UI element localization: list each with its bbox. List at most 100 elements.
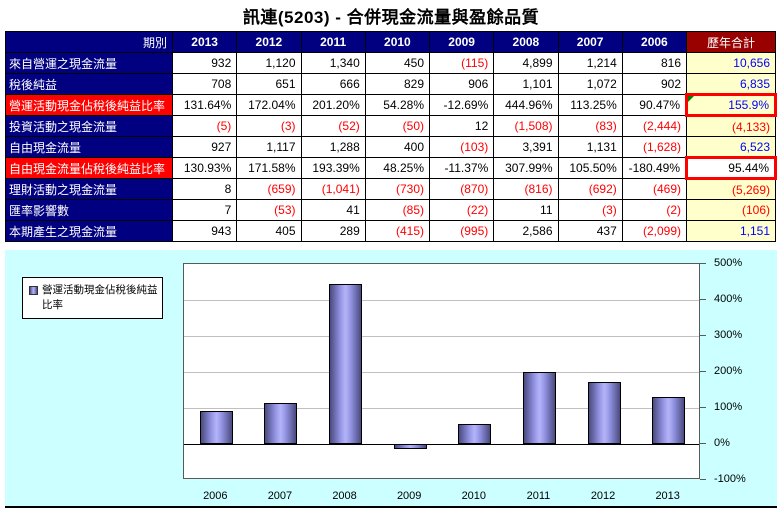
y-axis-label: 0% <box>714 437 730 449</box>
row-label: 本期產生之現金流量 <box>5 220 173 242</box>
table-cell: 48.25% <box>364 157 431 179</box>
x-axis-label: 2012 <box>590 490 616 502</box>
y-axis-label: 100% <box>714 401 743 413</box>
x-axis-label: 2010 <box>461 490 487 502</box>
table-cell: 4,899 <box>493 52 559 74</box>
table-cell: 105.50% <box>557 157 623 179</box>
y-axis-tick <box>700 443 706 444</box>
table-cell: (995) <box>428 220 495 242</box>
table-cell: 201.20% <box>300 94 366 116</box>
year-header-2008: 2008 <box>493 31 559 53</box>
bar-2010 <box>458 424 492 444</box>
table-cell: 405 <box>236 220 302 242</box>
table-cell: (1,628) <box>621 136 688 158</box>
row-label: 投資活動之現金流量 <box>5 115 173 137</box>
gridline <box>184 300 699 301</box>
table-row: 本期產生之現金流量 943 405 289 (415) (995) 2,586 437 (2,0… <box>5 220 776 242</box>
table-cell: 1,131 <box>557 136 623 158</box>
year-header-2010: 2010 <box>364 31 431 53</box>
table-cell: 130.93% <box>171 157 238 179</box>
y-axis-label: 300% <box>714 329 743 341</box>
table-cell: 289 <box>300 220 366 242</box>
x-axis-label: 2011 <box>526 490 551 502</box>
page-title: 訊連(5203) - 合併現金流量與盈餘品質 <box>242 8 540 27</box>
row-label: 自由現金流量 <box>5 136 173 158</box>
chart-legend: 營運活動現金佔稅後純益比率 <box>22 277 163 319</box>
cash-flow-table: 期別 2013 2012 2011 2010 2009 2008 2007 2006 歷年合計 來… <box>5 31 777 242</box>
y-axis-tick <box>700 479 706 480</box>
total-cell: (106) <box>686 199 776 221</box>
table-cell: 171.58% <box>236 157 302 179</box>
table-cell: 307.99% <box>493 157 559 179</box>
bar-2013 <box>652 396 686 444</box>
table-cell: (53) <box>236 199 302 221</box>
table-cell: 400 <box>364 136 431 158</box>
zero-line <box>184 444 699 445</box>
table-cell: (3) <box>557 199 623 221</box>
table-cell: 1,214 <box>557 52 623 74</box>
chart-area: 營運活動現金佔稅後純益比率 500% 400% 300% 200% 100% 0% -100… <box>5 250 777 508</box>
table-cell: (3) <box>236 115 302 137</box>
table-cell: 1,117 <box>236 136 302 158</box>
table-row: 自由現金流量 927 1,117 1,288 400 (103) 3,391 1,131 (1,… <box>5 136 776 158</box>
total-cell: 1,151 <box>686 220 776 242</box>
table-cell: (2,444) <box>621 115 688 137</box>
table-cell: 2,586 <box>493 220 559 242</box>
table-cell: 172.04% <box>236 94 302 116</box>
table-cell: 1,072 <box>557 73 623 95</box>
legend-label: 營運活動現金佔稅後純益比率 <box>42 284 158 311</box>
table-cell: (50) <box>364 115 431 137</box>
bar-2006 <box>199 411 233 444</box>
table-cell: 131.64% <box>171 94 238 116</box>
table-cell: 3,391 <box>493 136 559 158</box>
table-cell: 8 <box>171 178 238 200</box>
year-header-2013: 2013 <box>171 31 238 53</box>
period-header: 期別 <box>5 31 173 53</box>
table-cell: 816 <box>621 52 688 74</box>
table-cell: 41 <box>300 199 366 221</box>
table-cell: 651 <box>236 73 302 95</box>
gridline <box>184 336 699 337</box>
table-row: 稅後純益 708 651 666 829 906 1,101 1,072 902 6,835 <box>5 73 776 95</box>
table-cell: 12 <box>428 115 495 137</box>
bar-2012 <box>587 382 621 444</box>
x-axis-label: 2013 <box>655 490 680 502</box>
table-cell: (2) <box>621 199 688 221</box>
bar-2011 <box>522 371 556 444</box>
total-cell: 6,835 <box>686 73 776 95</box>
bar-2008 <box>329 283 363 444</box>
table-row: 自由現金流量佔稅後純益比率 130.93% 171.58% 193.39% 48.25%… <box>5 156 777 180</box>
y-axis-label: 200% <box>714 365 743 377</box>
table-cell: 7 <box>171 199 238 221</box>
gridline <box>184 408 699 409</box>
table-cell: 708 <box>171 73 238 95</box>
y-axis-tick <box>700 299 706 300</box>
table-cell: (1,041) <box>300 178 366 200</box>
table-cell: (692) <box>557 178 623 200</box>
total-header: 歷年合計 <box>686 31 776 53</box>
table-cell: (83) <box>557 115 623 137</box>
year-header-2012: 2012 <box>236 31 302 53</box>
chart-plot-area <box>183 263 700 479</box>
table-cell: 666 <box>300 73 366 95</box>
table-cell: 193.39% <box>300 157 366 179</box>
table-header-row: 期別 2013 2012 2011 2010 2009 2008 2007 2006 歷年合計 <box>5 31 776 53</box>
table-row: 理財活動之現金流量 8 (659) (1,041) (730) (870) (816) (69… <box>5 178 776 200</box>
table-cell: 943 <box>171 220 238 242</box>
table-cell: (115) <box>428 52 495 74</box>
row-label: 自由現金流量佔稅後純益比率 <box>5 157 173 179</box>
row-label: 稅後純益 <box>5 73 173 95</box>
table-row: 投資活動之現金流量 (5) (3) (52) (50) 12 (1,508) (83) (2,4… <box>5 115 776 137</box>
legend-series-marker-icon <box>29 286 38 295</box>
table-cell: 450 <box>364 52 431 74</box>
table-row: 來自營運之現金流量 932 1,120 1,340 450 (115) 4,899 1,214… <box>5 52 776 74</box>
table-row: 匯率影響數 7 (53) 41 (85) (22) 11 (3) (2) (106) <box>5 199 776 221</box>
year-header-2007: 2007 <box>557 31 623 53</box>
y-axis-label: 500% <box>714 257 743 269</box>
row-label: 理財活動之現金流量 <box>5 178 173 200</box>
table-cell: (730) <box>364 178 431 200</box>
table-cell: (1,508) <box>493 115 559 137</box>
table-row: 營運活動現金佔稅後純益比率 131.64% 172.04% 201.20% 54.28%… <box>5 93 777 117</box>
table-cell: 932 <box>171 52 238 74</box>
